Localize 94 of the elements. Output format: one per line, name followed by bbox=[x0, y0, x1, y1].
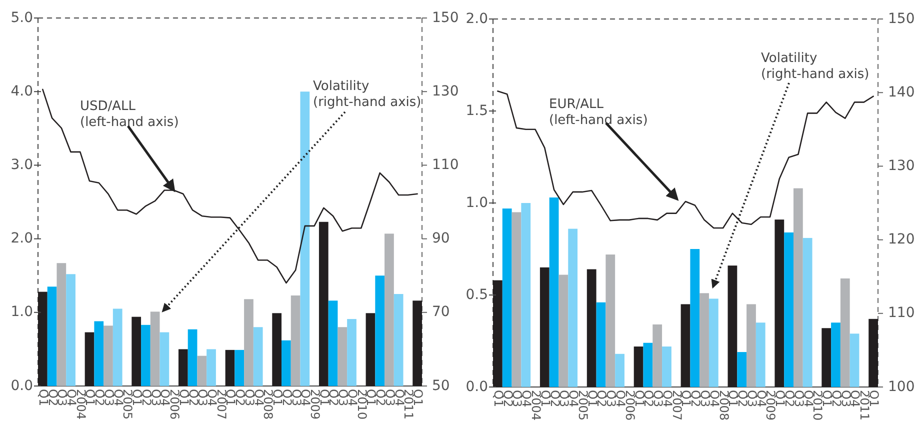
y-tick-label: 2.0 bbox=[10, 230, 33, 247]
bar bbox=[558, 274, 568, 387]
y2-tick-label: 70 bbox=[432, 304, 450, 320]
bar bbox=[234, 350, 244, 386]
bar bbox=[338, 327, 348, 386]
annotation: Volatility (right-hand axis) bbox=[313, 79, 422, 110]
y2-tick-label: 110 bbox=[888, 305, 915, 322]
bar bbox=[643, 342, 653, 387]
bar bbox=[802, 238, 812, 387]
bar bbox=[104, 326, 113, 386]
y2-tick-label: 50 bbox=[432, 378, 450, 394]
bar bbox=[606, 254, 616, 387]
bar bbox=[615, 354, 624, 387]
bar bbox=[746, 304, 756, 387]
y-tick-label: 4.0 bbox=[10, 83, 33, 100]
y2-tick-label: 140 bbox=[888, 84, 915, 100]
bar bbox=[412, 300, 422, 386]
bar bbox=[94, 321, 104, 386]
bar bbox=[662, 346, 672, 387]
y2-tick-label: 120 bbox=[888, 232, 915, 248]
bar bbox=[737, 352, 747, 387]
annotation: EUR/ALL (left-hand axis) bbox=[549, 97, 648, 128]
bar bbox=[112, 308, 122, 386]
bar bbox=[366, 313, 376, 386]
bar bbox=[132, 316, 142, 386]
bar bbox=[141, 324, 150, 386]
bar bbox=[784, 232, 794, 387]
bar bbox=[56, 263, 66, 386]
y2-tick-label: 150 bbox=[888, 10, 915, 27]
bar bbox=[272, 313, 282, 386]
bar bbox=[700, 293, 709, 387]
bar bbox=[384, 234, 394, 386]
bar bbox=[652, 324, 662, 387]
bar bbox=[540, 267, 550, 387]
bar bbox=[793, 188, 803, 387]
bar bbox=[549, 197, 559, 387]
bar bbox=[197, 356, 207, 386]
bar bbox=[493, 280, 502, 387]
bar bbox=[868, 318, 878, 387]
y-tick-label: 0.5 bbox=[466, 286, 488, 303]
bar bbox=[502, 208, 512, 387]
bar bbox=[347, 319, 356, 386]
bar bbox=[188, 329, 198, 386]
y-tick-label: 0.0 bbox=[10, 378, 33, 394]
y-tick-label: 3.0 bbox=[10, 157, 33, 174]
y2-tick-label: 130 bbox=[432, 83, 459, 100]
y2-tick-label: 100 bbox=[888, 378, 915, 395]
bar bbox=[690, 249, 700, 387]
bar bbox=[831, 322, 840, 387]
bar bbox=[38, 292, 48, 386]
bar bbox=[850, 334, 860, 387]
bar bbox=[318, 222, 328, 386]
bar bbox=[66, 274, 76, 386]
y2-tick-label: 90 bbox=[432, 230, 450, 247]
bar bbox=[680, 304, 690, 387]
bar bbox=[375, 276, 385, 386]
bar bbox=[300, 92, 310, 386]
bar bbox=[394, 294, 404, 386]
bar bbox=[708, 298, 718, 387]
bar bbox=[634, 346, 644, 387]
bar bbox=[225, 350, 235, 386]
annotation: Volatility (right-hand axis) bbox=[761, 51, 870, 82]
y-tick-label: 1.0 bbox=[466, 194, 488, 211]
bar bbox=[756, 322, 766, 387]
bar bbox=[150, 312, 160, 386]
bar bbox=[568, 228, 578, 387]
bar bbox=[84, 332, 94, 386]
bar bbox=[253, 327, 263, 386]
bar bbox=[521, 203, 531, 387]
line-series bbox=[497, 90, 874, 229]
annotation: USD/ALL (left-hand axis) bbox=[80, 99, 179, 130]
y-tick-label: 5.0 bbox=[10, 10, 33, 26]
bar bbox=[586, 269, 596, 387]
bar bbox=[596, 302, 606, 387]
bar bbox=[512, 212, 522, 387]
y2-tick-label: 130 bbox=[888, 158, 915, 174]
bar bbox=[328, 300, 338, 386]
y-tick-label: 1.0 bbox=[10, 304, 33, 320]
bar bbox=[244, 299, 254, 386]
bar bbox=[728, 266, 738, 387]
bar bbox=[47, 286, 57, 386]
bar bbox=[774, 220, 784, 387]
bar bbox=[160, 332, 170, 386]
bar bbox=[822, 328, 832, 387]
bar bbox=[290, 295, 300, 386]
y-tick-label: 2.0 bbox=[466, 10, 488, 27]
y2-tick-label: 110 bbox=[432, 157, 459, 174]
y-tick-label: 1.5 bbox=[466, 102, 488, 119]
bar bbox=[206, 349, 216, 386]
y2-tick-label: 150 bbox=[432, 10, 459, 26]
bar bbox=[178, 349, 188, 386]
bar bbox=[282, 340, 291, 386]
bar bbox=[840, 278, 850, 387]
y-tick-label: 0.0 bbox=[466, 378, 488, 395]
